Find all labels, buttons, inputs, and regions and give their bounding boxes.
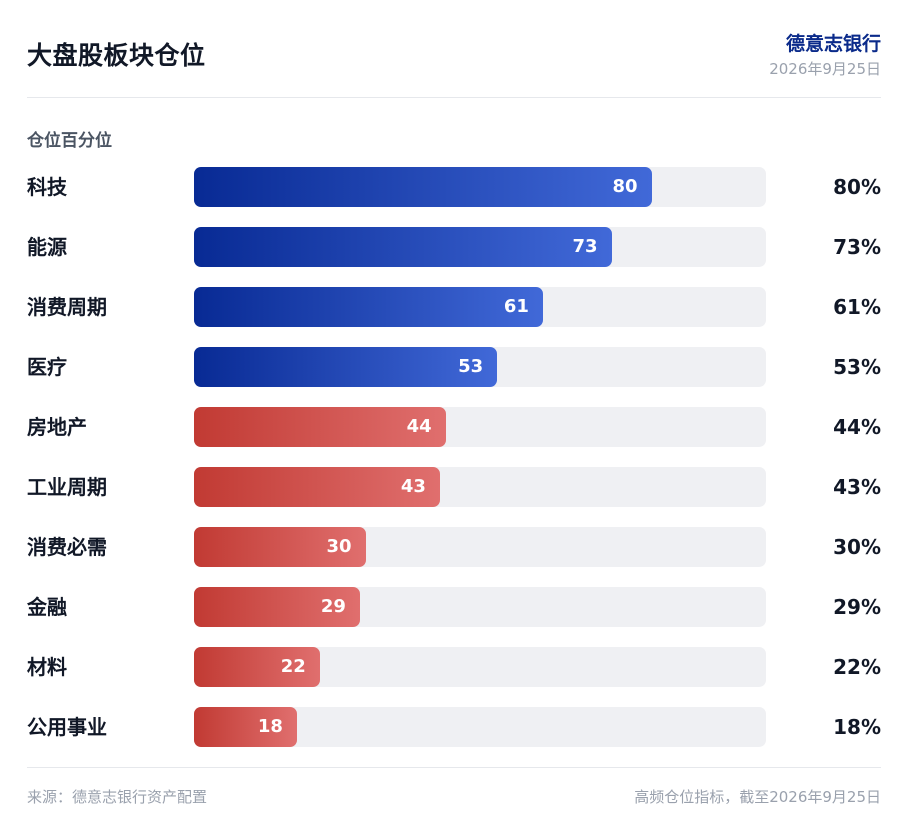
bar-value-label: 43 xyxy=(400,476,426,497)
bar xyxy=(194,467,440,507)
percent-label: 80% xyxy=(833,175,881,199)
bar-value-label: 61 xyxy=(503,296,529,317)
bar-row: 医疗 53 53% xyxy=(0,347,912,387)
category-label: 医疗 xyxy=(27,355,67,379)
percent-label: 43% xyxy=(833,475,881,499)
bar xyxy=(194,227,612,267)
bar-row: 科技 80 80% xyxy=(0,167,912,207)
bar-row: 金融 29 29% xyxy=(0,587,912,627)
category-label: 材料 xyxy=(27,655,67,679)
bar-value-label: 80 xyxy=(612,176,638,197)
bar-row: 工业周期 43 43% xyxy=(0,467,912,507)
percent-label: 22% xyxy=(833,655,881,679)
bar-row: 消费周期 61 61% xyxy=(0,287,912,327)
report-date: 2026年9月25日 xyxy=(769,60,881,78)
footer-note: 高频仓位指标，截至2026年9月25日 xyxy=(634,788,881,806)
bar xyxy=(194,587,360,627)
brand-name: 德意志银行 xyxy=(785,33,881,55)
footer-divider xyxy=(27,767,881,768)
percent-label: 18% xyxy=(833,715,881,739)
bar-row: 消费必需 30 30% xyxy=(0,527,912,567)
bar xyxy=(194,707,297,747)
bar xyxy=(194,347,498,387)
bar-row: 公用事业 18 18% xyxy=(0,707,912,747)
bar xyxy=(194,407,446,447)
category-label: 科技 xyxy=(27,175,67,199)
header-divider xyxy=(27,97,881,98)
percent-label: 30% xyxy=(833,535,881,559)
bar-value-label: 53 xyxy=(458,356,484,377)
percent-label: 73% xyxy=(833,235,881,259)
category-label: 工业周期 xyxy=(27,475,107,499)
bar-value-label: 22 xyxy=(280,656,306,677)
category-label: 消费必需 xyxy=(27,535,107,559)
bar xyxy=(194,647,320,687)
bar-value-label: 44 xyxy=(406,416,432,437)
bar-row: 能源 73 73% xyxy=(0,227,912,267)
bar-value-label: 73 xyxy=(572,236,598,257)
category-label: 消费周期 xyxy=(27,295,107,319)
percent-label: 29% xyxy=(833,595,881,619)
category-label: 公用事业 xyxy=(27,715,107,739)
bar-row: 材料 22 22% xyxy=(0,647,912,687)
bar xyxy=(194,527,366,567)
bar xyxy=(194,167,652,207)
footer-source: 来源：德意志银行资产配置 xyxy=(27,788,208,806)
bar xyxy=(194,287,543,327)
category-label: 金融 xyxy=(27,595,67,619)
category-label: 房地产 xyxy=(27,415,87,439)
chart-title: 大盘股板块仓位 xyxy=(27,41,206,70)
axis-label: 仓位百分位 xyxy=(27,131,112,151)
percent-label: 44% xyxy=(833,415,881,439)
bar-value-label: 18 xyxy=(257,716,283,737)
bar-value-label: 29 xyxy=(320,596,346,617)
bar-row: 房地产 44 44% xyxy=(0,407,912,447)
bar-value-label: 30 xyxy=(326,536,352,557)
percent-label: 53% xyxy=(833,355,881,379)
category-label: 能源 xyxy=(27,235,67,259)
percent-label: 61% xyxy=(833,295,881,319)
